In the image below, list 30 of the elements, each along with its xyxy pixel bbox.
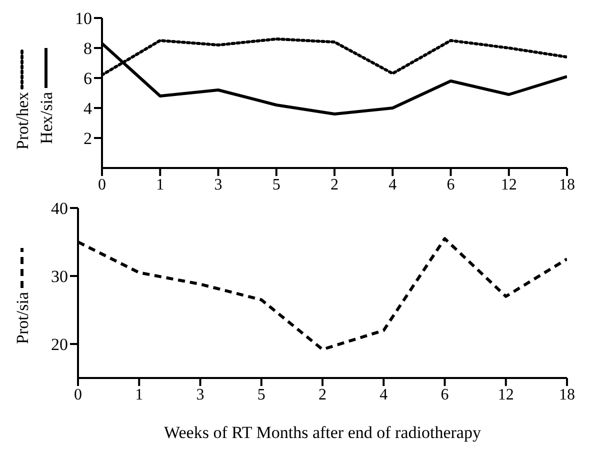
y-tick-label: 20 (51, 335, 68, 354)
y-tick-label: 6 (84, 69, 92, 88)
x-tick-label: 6 (446, 176, 455, 194)
x-tick-label: 18 (559, 386, 575, 404)
x-tick-label: 18 (559, 176, 575, 194)
y-tick-label: 40 (51, 199, 68, 218)
x-axis-title: Weeks of RT Months after end of radiotherapy (164, 423, 482, 442)
y-tick-label: 8 (84, 39, 92, 58)
x-tick-label: 5 (257, 386, 266, 404)
x-tick-label: 3 (214, 176, 222, 194)
x-tick-label: 3 (196, 386, 204, 404)
y-tick-label: 30 (51, 267, 68, 286)
x-tick-label: 6 (440, 386, 449, 404)
legend-label: Prot/hex (13, 92, 32, 150)
x-tick-label: 2 (330, 176, 338, 194)
x-tick-label: 2 (318, 386, 326, 404)
x-tick-label: 12 (498, 386, 514, 404)
legend-label: Prot/sia (13, 292, 32, 344)
x-tick-label: 12 (500, 176, 517, 194)
x-tick-label: 4 (388, 176, 397, 194)
x-tick-label: 1 (135, 386, 144, 404)
y-tick-label: 4 (84, 99, 92, 118)
x-tick-label: 0 (98, 176, 106, 194)
legend-label: Hex/sia (37, 92, 56, 144)
x-tick-label: 0 (74, 386, 82, 404)
x-tick-label: 1 (156, 176, 164, 194)
x-tick-label: 4 (380, 386, 388, 404)
y-tick-label: 10 (75, 9, 92, 28)
y-tick-label: 2 (84, 129, 92, 148)
x-tick-label: 5 (272, 176, 280, 194)
